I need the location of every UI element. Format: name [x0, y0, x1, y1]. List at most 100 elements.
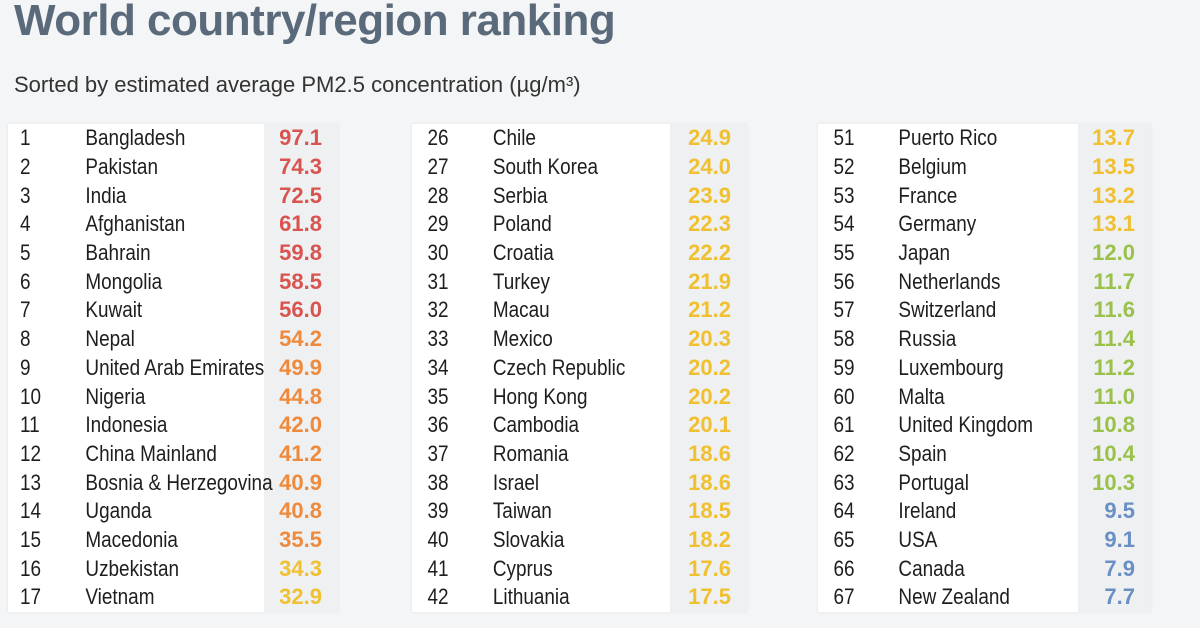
rank-label: 16 [20, 555, 42, 581]
table-row: 55 Japan 12.0 [818, 238, 1151, 268]
pm25-value: 59.8 [279, 240, 322, 266]
table-row: 26 Chile 24.9 [412, 124, 747, 153]
country-label: Nepal [85, 326, 135, 352]
row-content: 34 Czech Republic [412, 354, 700, 383]
row-content: 67 New Zealand [818, 583, 1104, 612]
value-cell-background [264, 439, 338, 469]
pm25-value: 11.6 [1093, 297, 1135, 323]
pm25-value: 9.1 [1104, 526, 1135, 552]
rank-label: 60 [833, 383, 855, 409]
row-content: 32 Macau [412, 296, 700, 325]
row-content: 7 Kuwait [8, 296, 292, 325]
country-label: Macedonia [85, 526, 178, 552]
row-content: 64 Ireland [818, 497, 1104, 526]
row-content: 13 Bosnia & Herzegovina [8, 468, 292, 497]
value-cell-background [1078, 496, 1151, 526]
pm25-value: 97.1 [279, 125, 322, 151]
rank-label: 9 [20, 354, 31, 380]
page-subtitle: Sorted by estimated average PM2.5 concen… [14, 72, 581, 97]
pm25-value: 24.0 [688, 154, 731, 180]
row-content: 16 Uzbekistan [8, 554, 292, 583]
value-cell-background [1078, 238, 1151, 268]
table-row: 3 India 72.5 [8, 181, 338, 211]
value-cell-background [264, 181, 338, 211]
rank-label: 61 [833, 412, 855, 438]
row-content: 4 Afghanistan [8, 210, 292, 239]
country-label: Belgium [898, 154, 967, 180]
rank-label: 10 [20, 383, 42, 409]
rank-label: 59 [833, 354, 855, 380]
rank-label: 6 [20, 268, 31, 294]
row-content: 54 Germany [818, 210, 1104, 239]
country-label: Pakistan [85, 154, 158, 180]
country-label: Netherlands [898, 268, 1001, 294]
row-content: 65 USA [818, 526, 1104, 555]
row-content: 60 Malta [818, 382, 1104, 411]
row-content: 56 Netherlands [818, 267, 1104, 296]
value-cell-background [1078, 181, 1151, 211]
value-cell-background [264, 468, 338, 497]
table-row: 52 Belgium 13.5 [818, 152, 1151, 182]
country-label: Mexico [492, 326, 553, 352]
value-cell-background [670, 152, 747, 182]
rank-label: 1 [20, 125, 31, 151]
value-cell-background [264, 124, 338, 153]
value-cell-background [1078, 267, 1151, 297]
row-content: 29 Poland [412, 210, 700, 239]
row-content: 40 Slovakia [412, 526, 700, 555]
country-label: USA [898, 526, 938, 552]
pm25-value: 40.8 [279, 498, 322, 524]
pm25-value: 21.2 [688, 297, 731, 323]
rank-label: 33 [427, 326, 449, 352]
table-row: 16 Uzbekistan 34.3 [8, 554, 338, 583]
pm25-value: 20.2 [688, 354, 731, 380]
value-cell-background [1078, 525, 1151, 555]
pm25-value: 41.2 [279, 440, 322, 466]
pm25-value: 72.5 [279, 182, 322, 208]
value-cell-background [264, 525, 338, 555]
value-cell-background [670, 324, 747, 354]
table-row: 17 Vietnam 32.9 [8, 583, 338, 612]
rank-label: 35 [427, 383, 449, 409]
value-cell-background [264, 410, 338, 440]
row-content: 2 Pakistan [8, 153, 292, 182]
row-content: 38 Israel [412, 468, 700, 497]
country-label: Uzbekistan [85, 555, 180, 581]
rank-label: 64 [833, 498, 855, 524]
value-cell-background [1078, 296, 1151, 325]
row-content: 51 Puerto Rico [818, 124, 1104, 153]
table-row: 34 Czech Republic 20.2 [412, 353, 747, 383]
rank-label: 54 [833, 211, 855, 237]
pm25-value: 20.1 [688, 412, 731, 438]
row-content: 59 Luxembourg [818, 354, 1104, 383]
rank-label: 2 [20, 154, 31, 180]
value-cell-background [1078, 382, 1151, 411]
pm25-value: 18.2 [688, 526, 731, 552]
table-row: 1 Bangladesh 97.1 [8, 124, 338, 153]
page-title: World country/region ranking [14, 0, 616, 45]
pm25-value: 32.9 [279, 584, 322, 610]
country-label: Macau [492, 297, 550, 323]
country-label: Indonesia [85, 412, 168, 438]
row-content: 17 Vietnam [8, 583, 292, 612]
country-label: Bangladesh [85, 125, 186, 151]
value-cell-background [670, 238, 747, 268]
rank-label: 5 [20, 240, 31, 266]
table-row: 28 Serbia 23.9 [412, 181, 747, 211]
row-content: 10 Nigeria [8, 382, 292, 411]
pm25-value: 22.3 [688, 211, 731, 237]
row-content: 12 China Mainland [8, 440, 292, 469]
rank-label: 37 [427, 440, 449, 466]
table-row: 31 Turkey 21.9 [412, 267, 747, 297]
row-content: 15 Macedonia [8, 526, 292, 555]
rank-label: 30 [427, 240, 449, 266]
table-row: 14 Uganda 40.8 [8, 496, 338, 526]
ranking-column-1: 1 Bangladesh 97.1 2 Pakistan 74.3 3 India 72.5 4 A… [8, 124, 338, 612]
country-label: Taiwan [492, 498, 552, 524]
value-cell-background [264, 210, 338, 239]
table-row: 60 Malta 11.0 [818, 382, 1151, 411]
ranking-column-3: 51 Puerto Rico 13.7 52 Belgium 13.5 53 France 13… [818, 124, 1151, 612]
table-row: 51 Puerto Rico 13.7 [818, 124, 1151, 153]
pm25-value: 17.6 [688, 555, 731, 581]
value-cell-background [670, 210, 747, 239]
